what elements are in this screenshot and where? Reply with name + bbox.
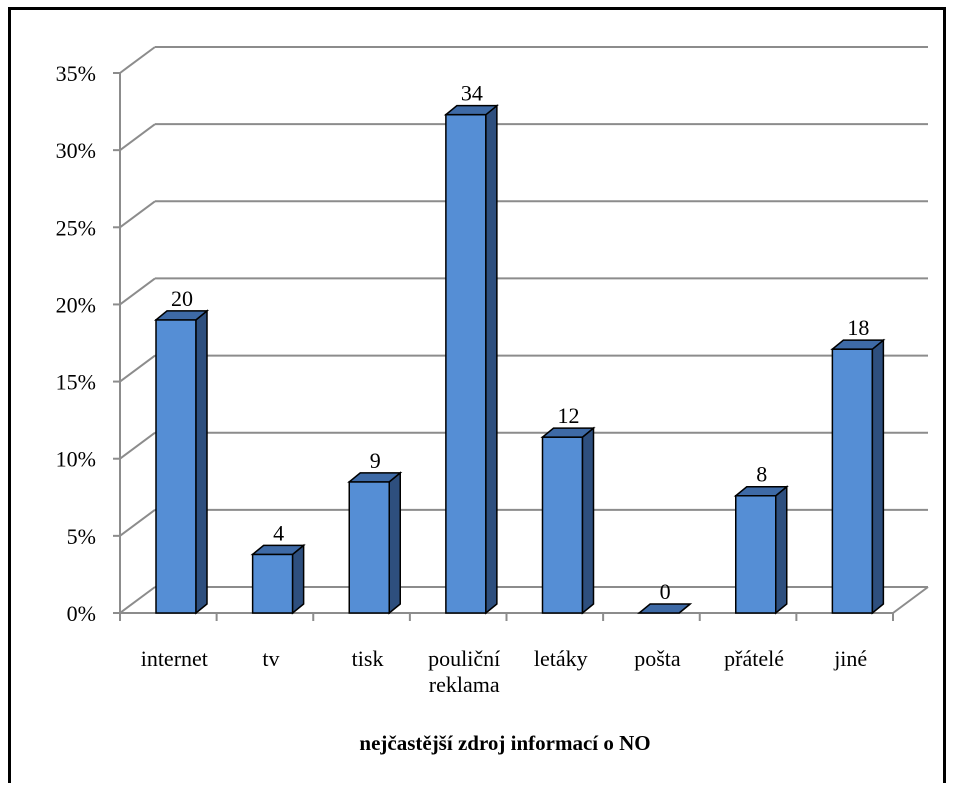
labels: 0% 5% 10% 15% 20% 25% 30% 35% 20 4 9 34 12 0 8 18 intern… — [56, 61, 870, 697]
bars — [153, 104, 886, 615]
bar-side — [485, 104, 498, 615]
gridline-side — [119, 123, 156, 151]
gridline-side — [119, 200, 156, 229]
data-label: 20 — [171, 286, 193, 311]
bar-side — [195, 309, 208, 615]
bar-side — [775, 485, 788, 615]
data-label: 9 — [370, 448, 381, 473]
bar-přátelé — [733, 485, 789, 615]
bar-top — [347, 472, 403, 483]
data-label: 0 — [660, 579, 671, 604]
bar-jiné — [830, 338, 886, 615]
bar-tv — [250, 543, 306, 615]
bar-top — [443, 104, 499, 116]
bar-top — [733, 485, 789, 497]
y-tick-label: 10% — [56, 447, 96, 472]
bar-front — [831, 348, 874, 614]
y-tick-label: 30% — [56, 138, 96, 163]
bar-top — [153, 310, 210, 321]
gridline-side — [119, 277, 156, 306]
data-label: 12 — [558, 403, 580, 428]
data-label: 8 — [756, 462, 767, 487]
chart-frame — [8, 7, 946, 783]
bar-tisk — [347, 471, 403, 615]
x-tick-label: přátelé — [724, 646, 784, 671]
y-tick-label: 0% — [67, 601, 96, 626]
y-tick-label: 35% — [56, 61, 96, 86]
x-tick-label: internet — [141, 646, 208, 671]
gridlines — [119, 46, 929, 614]
bar-pošta — [637, 603, 693, 614]
y-tick-label: 5% — [67, 524, 96, 549]
gridline-side — [119, 586, 156, 614]
bar-front — [155, 319, 197, 614]
bar-front — [445, 113, 487, 614]
data-label: 34 — [461, 81, 483, 106]
bar-front — [348, 481, 390, 614]
gridline-side — [119, 509, 156, 537]
x-tick-label: letáky — [534, 646, 588, 671]
bar-internet — [153, 309, 210, 615]
bar-side — [291, 543, 305, 615]
x-tick-label: tisk — [352, 646, 384, 671]
y-tick-label: 20% — [56, 292, 96, 317]
bar-side — [581, 426, 595, 615]
bar-top — [540, 427, 596, 438]
bar-side — [388, 471, 401, 615]
y-tick-label: 25% — [56, 215, 96, 240]
bar-pouliční-reklama — [443, 104, 499, 615]
bar-front — [541, 436, 584, 614]
bar-top — [250, 544, 306, 556]
y-tick-label: 15% — [56, 370, 96, 395]
x-tick-label: tv — [262, 646, 279, 671]
bar-top — [637, 603, 693, 614]
bar-side — [871, 338, 885, 615]
bar-front — [251, 553, 294, 614]
bar-letáky — [540, 426, 596, 615]
x-tick-label: pošta — [634, 646, 681, 671]
data-label: 18 — [847, 315, 869, 340]
x-tick-label: pouliční reklama — [428, 646, 500, 697]
x-axis-title: nejčastější zdroj informací o NO — [359, 731, 650, 755]
data-label: 4 — [273, 520, 284, 545]
bar-top — [830, 339, 886, 350]
gridline-side — [119, 431, 156, 460]
gridline-side — [119, 354, 156, 383]
gridline-side — [119, 46, 156, 74]
bar-front — [735, 494, 777, 614]
x-tick-label: jiné — [833, 646, 867, 671]
floor-edge — [892, 586, 929, 614]
